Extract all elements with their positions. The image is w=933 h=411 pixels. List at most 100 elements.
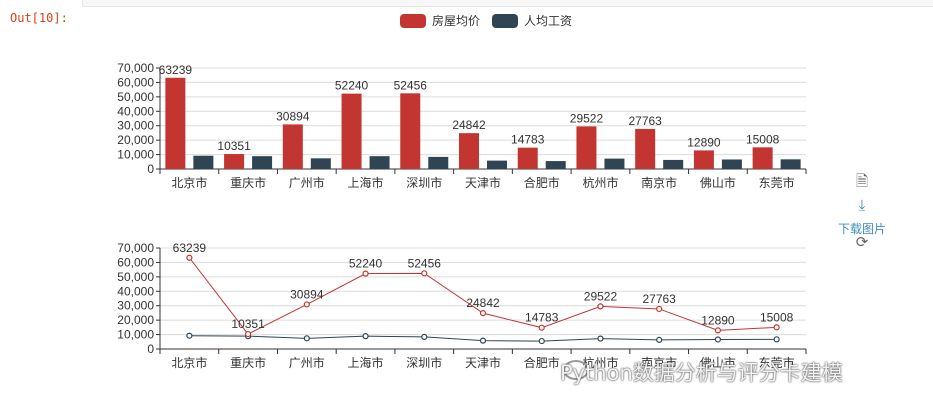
legend-label-house-price: 房屋均价 [432,14,481,28]
chart2-x-tick-label: 天津市 [465,355,501,370]
restore-icon[interactable]: ⟳ [855,233,869,251]
chart2-point-house-price [186,254,193,261]
chart1-y-tick-label: 20,000 [117,133,154,147]
chart2-x-tick-label: 杭州市 [582,355,618,370]
chart1-data-label: 10351 [217,139,251,153]
chart2-point-salary [538,337,545,345]
data-view-icon[interactable]: 🗎 [855,172,869,190]
chart2-data-label: 52240 [349,257,383,271]
chart2-x-tick-label: 广州市 [289,355,325,370]
chart2-data-label: 15008 [760,310,794,324]
chart2-data-label: 10351 [231,317,265,331]
chart2-x-tick-label: 上海市 [348,355,384,370]
chart-legend: 房屋均价 人均工资 [400,12,584,29]
chart1-bar-house-price [400,93,421,169]
legend-swatch-house-price [400,13,426,28]
legend-label-salary: 人均工资 [524,14,573,28]
chart1-bar-salary [310,158,331,169]
chart2-point-house-price [714,327,722,334]
chart1-x-tick-label: 深圳市 [406,175,442,190]
chart2-data-label: 52456 [408,256,442,270]
chart1-data-label: 12890 [687,135,721,149]
chart2-point-house-price [597,303,604,310]
chart1-bar-house-price [635,128,656,169]
chart2-data-label: 30894 [290,287,324,301]
chart1-bar-salary [604,158,625,169]
chart2-x-tick-label: 北京市 [171,355,207,370]
chart1-data-label: 27763 [628,114,662,128]
chart1-x-tick-label: 杭州市 [582,175,618,190]
chart1-data-label: 29522 [570,111,604,125]
chart1-data-label: 15008 [746,132,780,146]
chart1-y-tick-label: 10,000 [117,148,154,162]
cell-output-prompt: Out[10]: [10,11,68,25]
legend-swatch-salary [492,13,519,28]
download-icon[interactable]: ⤓ [858,196,866,214]
chart2-data-label: 27763 [642,292,676,306]
download-image-label[interactable]: 下载图片 [837,222,886,236]
chart1-x-tick-label: 佛山市 [700,175,736,190]
chart-toolbox: 🗎 ⤓ 下载图片 ⟳ [832,172,892,257]
legend-item-salary[interactable]: 人均工资 [492,12,572,29]
chart2-y-tick-label: 40,000 [117,284,154,298]
chart2-point-salary [421,333,428,340]
chart2-y-tick-label: 20,000 [117,313,154,327]
chart1-x-tick-label: 广州市 [289,175,325,190]
chart1-bar-salary [663,159,684,169]
chart1-bar-house-price [752,147,773,169]
chart1-y-tick-label: 40,000 [117,104,154,118]
chart1-bar-house-price [341,93,362,169]
chart1-bar-house-price [282,124,303,169]
chart1-x-tick-label: 重庆市 [230,175,266,190]
chart1-data-label: 30894 [276,109,310,123]
chart2-point-house-price [362,270,369,277]
cell-input-border [82,0,933,7]
chart2-point-house-price [538,324,545,331]
chart2-y-tick-label: 50,000 [117,270,154,284]
chart1-bar-house-price [576,126,597,169]
chart2-point-salary [597,335,604,342]
chart2-x-tick-label: 东莞市 [759,355,795,370]
chart1-bar-salary [780,159,801,169]
chart2-point-house-price [479,310,487,317]
chart1-x-tick-label: 上海市 [348,175,384,190]
chart2-point-salary [186,332,193,339]
chart2-point-salary [656,336,663,344]
chart2-data-label: 14783 [525,311,559,325]
chart1-bar-house-price [459,133,479,169]
chart1-x-tick-label: 南京市 [641,175,677,190]
chart1-x-tick-label: 东莞市 [759,175,795,190]
chart1-bar-salary [721,159,742,169]
chart1-data-label: 14783 [511,133,545,147]
chart2-point-salary [714,336,722,343]
chart2-y-tick-label: 10,000 [117,328,154,342]
chart2-data-label: 12890 [701,313,735,327]
legend-item-house-price[interactable]: 房屋均价 [400,12,480,29]
chart2-data-label: 63239 [173,241,207,255]
chart1-bar-salary [369,156,390,169]
chart2-point-house-price [421,270,428,277]
chart1-y-tick-label: 30,000 [117,119,154,133]
chart2-point-house-price [773,324,780,331]
chart2-y-tick-label: 70,000 [117,241,154,255]
chart1-y-tick-label: 50,000 [117,90,154,104]
chart1-x-tick-label: 合肥市 [524,175,560,190]
chart2-point-house-price [656,305,663,313]
chart2-x-tick-label: 佛山市 [700,355,736,370]
chart1-y-tick-label: 70,000 [117,61,154,75]
chart1-bar-salary [545,161,566,169]
chart2-x-tick-label: 合肥市 [524,355,560,370]
chart2-data-label: 24842 [466,296,500,310]
chart2-y-tick-label: 60,000 [117,255,154,269]
chart1-bar-salary [252,156,273,169]
chart1-bar-house-price [517,147,538,169]
chart1-bar-house-price [693,150,714,169]
chart2-x-tick-label: 重庆市 [230,355,266,370]
chart1-data-label: 52456 [394,78,428,92]
chart2-x-tick-label: 南京市 [641,355,677,370]
wechat-logo-icon [563,360,589,380]
chart1-data-label: 63239 [159,63,193,77]
chart2-point-salary [773,336,780,343]
watermark: Python数据分析与评分卡建模 [560,361,843,385]
